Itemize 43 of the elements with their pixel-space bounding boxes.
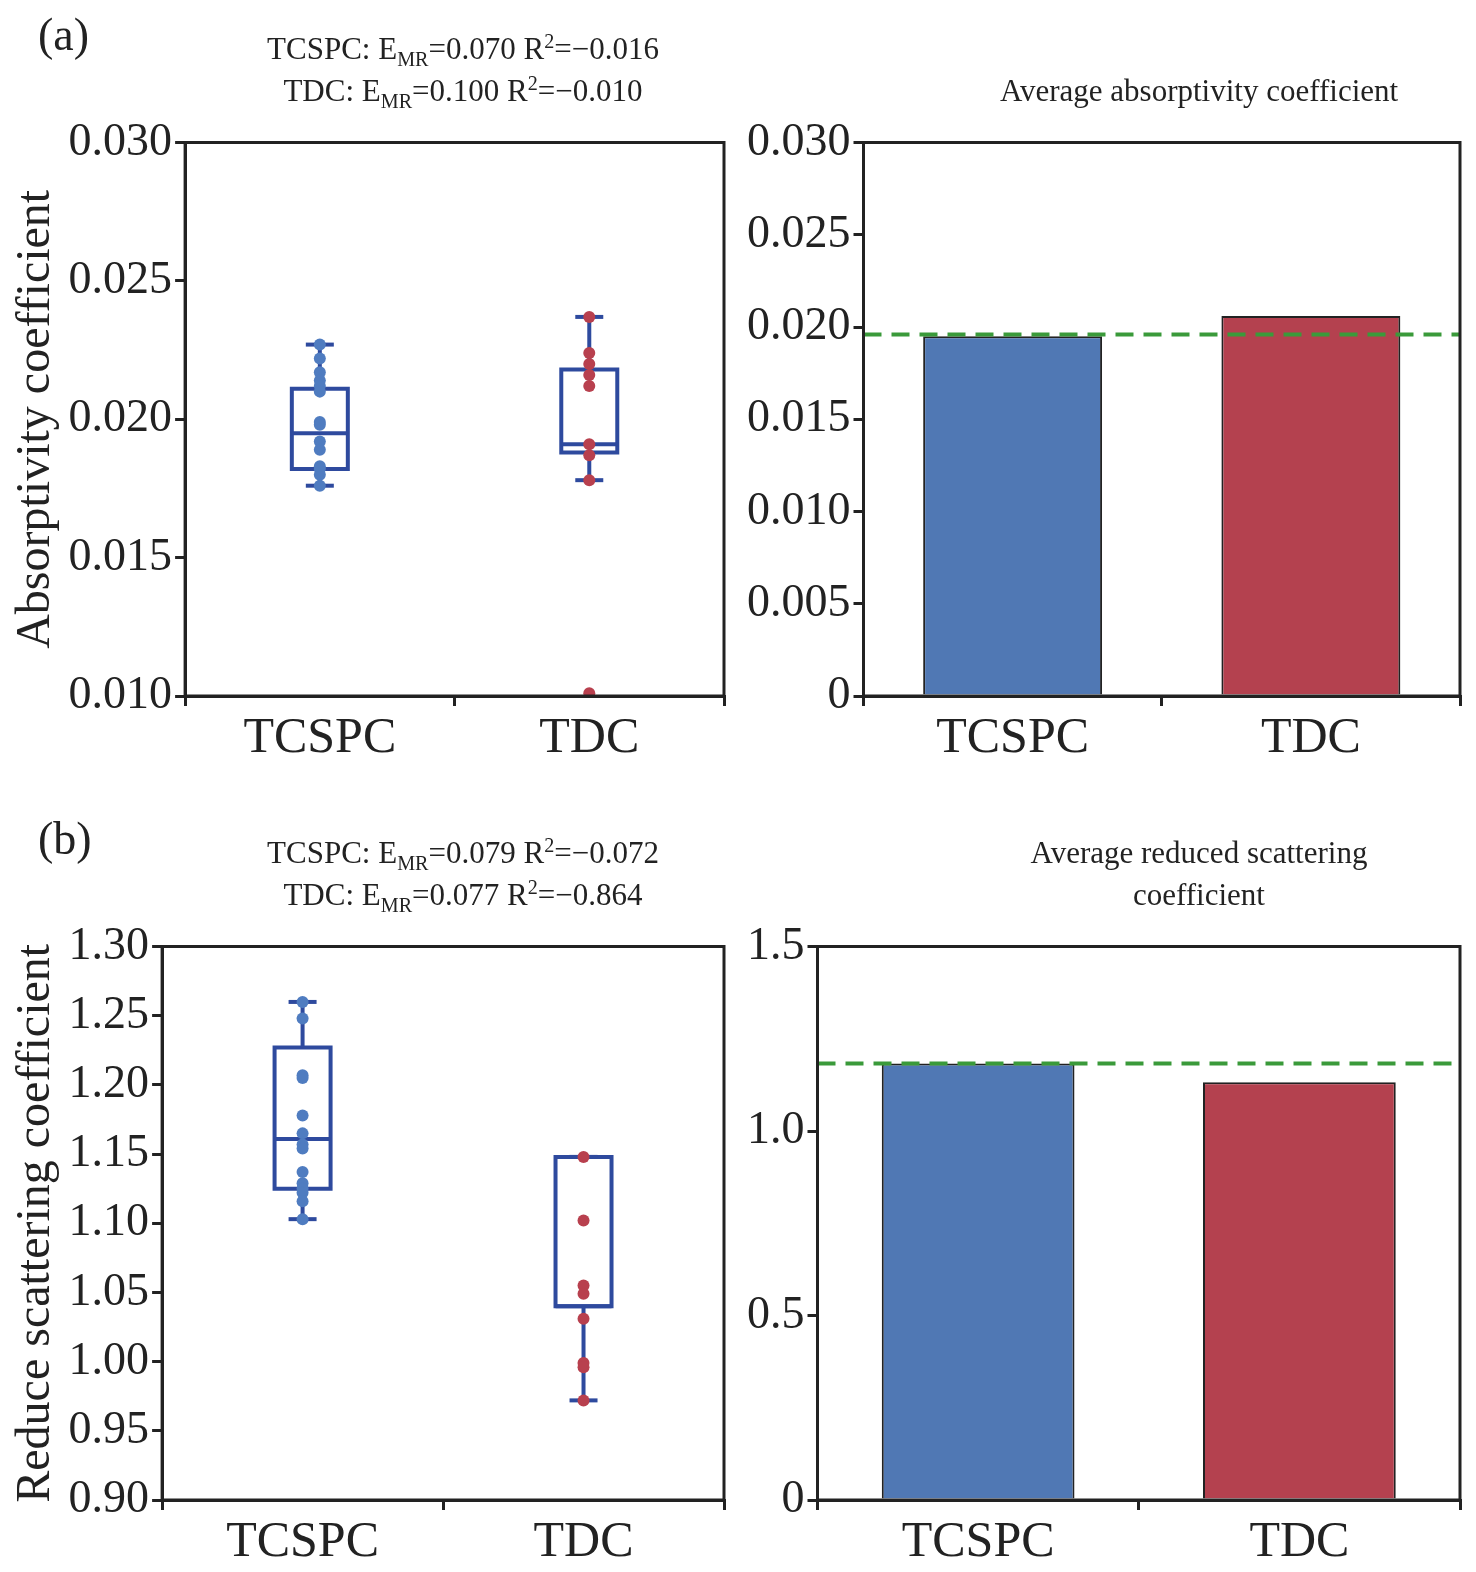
chart-title: TCSPC: E$_{MR}$=0.070 R$^{2}$=−0.016 (267, 28, 659, 71)
y-tick-label: 0.005 (747, 574, 851, 626)
x-tick-label: TCSPC (243, 707, 397, 764)
x-tick-label: TDC (533, 1511, 634, 1568)
y-tick-label: 0.025 (747, 205, 851, 257)
y-tick-label: 0.030 (68, 113, 173, 165)
y-tick-label: 0.010 (747, 482, 851, 534)
y-tick-label: 0.030 (747, 113, 851, 165)
chart-title: Average reduced scattering coefficient (1029, 834, 1369, 914)
x-tick-label: TDC (1249, 1511, 1350, 1568)
y-tick-label: 1.10 (68, 1194, 150, 1246)
x-tick-label: TCSPC (936, 707, 1090, 764)
y-axis-title: Reduce scattering coefficient (6, 943, 60, 1503)
y-tick-label: 1.05 (68, 1263, 150, 1315)
chart-subtitle: TDC: E$_{MR}$=0.077 R$^{2}$=−0.864 (283, 874, 643, 917)
y-axis-title: Absorptivity coefficient (6, 189, 60, 649)
y-tick-label: 0.015 (68, 528, 173, 580)
x-tick-label: TDC (1260, 707, 1361, 764)
y-tick-label: 0.5 (747, 1286, 805, 1338)
y-tick-label: 1.00 (68, 1332, 150, 1384)
x-tick-label: TDC (539, 707, 640, 764)
chart-title: Average absorptivity coefficient (999, 72, 1399, 110)
y-tick-label: 1.15 (68, 1125, 150, 1177)
y-tick-label: 1.20 (68, 1056, 150, 1108)
y-tick-label: 1.0 (747, 1102, 805, 1154)
y-tick-label: 1.25 (68, 986, 150, 1038)
y-tick-label: 0.020 (747, 298, 851, 350)
chart-subtitle: TDC: E$_{MR}$=0.100 R$^{2}$=−0.010 (283, 70, 643, 113)
y-tick-label: 0.95 (68, 1401, 150, 1453)
y-tick-label: 0.020 (68, 390, 173, 442)
chart-title: TCSPC: E$_{MR}$=0.079 R$^{2}$=−0.072 (267, 832, 659, 875)
y-tick-label: 0 (827, 667, 851, 719)
y-tick-label: 1.30 (68, 917, 150, 969)
y-tick-label: 1.5 (747, 917, 805, 969)
x-tick-label: TCSPC (901, 1511, 1055, 1568)
y-tick-label: 0.015 (747, 390, 851, 442)
text: (b) (38, 812, 92, 865)
y-tick-label: 0.025 (68, 252, 173, 304)
y-tick-label: 0 (781, 1471, 805, 1523)
x-tick-label: TCSPC (226, 1511, 379, 1568)
text: (a) (38, 8, 90, 61)
y-tick-label: 0.90 (68, 1471, 150, 1523)
y-tick-label: 0.010 (68, 667, 173, 719)
